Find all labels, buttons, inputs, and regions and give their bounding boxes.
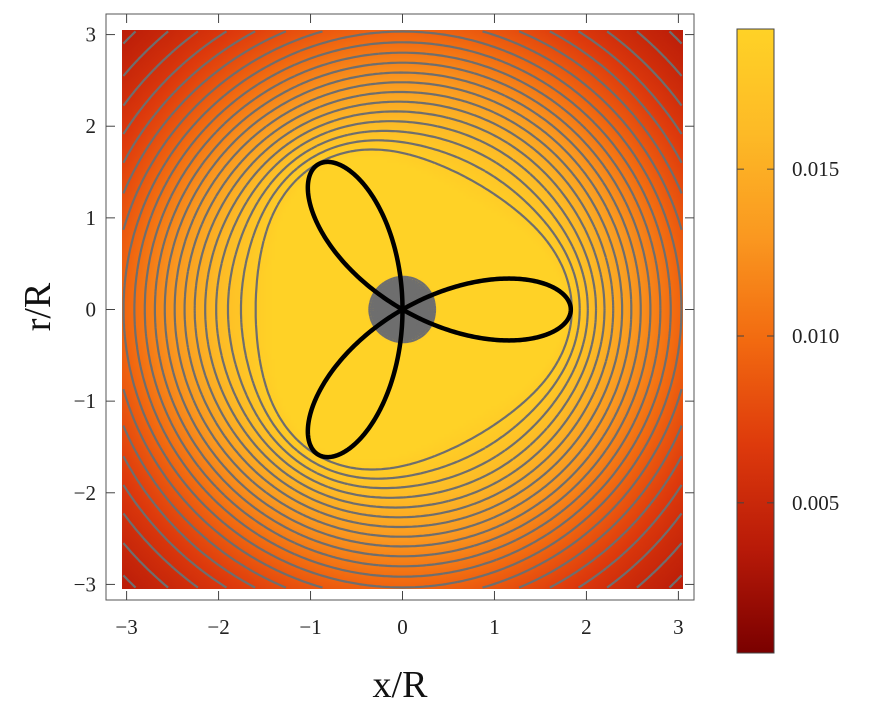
x-tick-label: 1 [489, 615, 500, 639]
colorbar: 0.005 0.010 0.015 [736, 28, 839, 654]
contour-line-21 [226, 129, 589, 490]
y-tick-label: 1 [86, 206, 97, 230]
contour-lines [122, 30, 683, 589]
x-tick-label: 3 [673, 615, 684, 639]
contour-line-11 [122, 30, 683, 589]
rose-curve [305, 159, 574, 460]
contour-line-9 [122, 30, 683, 589]
contour-line-22 [239, 139, 581, 480]
plot-frame [105, 13, 695, 601]
y-tick-label: 3 [86, 23, 97, 47]
y-tick-label: −3 [74, 572, 96, 596]
y-axis-ticks: −3 −2 −1 0 1 2 3 [74, 23, 694, 596]
colorbar-ticks: 0.005 0.010 0.015 [737, 157, 839, 515]
y-axis-title: r/R [17, 282, 59, 331]
y-tick-label: 2 [86, 114, 97, 138]
y-tick-label: 0 [86, 298, 97, 322]
contour-line-18 [193, 100, 615, 519]
contour-line-10 [122, 30, 683, 589]
x-tick-label: −3 [115, 615, 137, 639]
x-tick-label: 2 [581, 615, 592, 639]
y-tick-label: −2 [74, 481, 96, 505]
contour-line-14 [153, 61, 652, 558]
contour-line-8 [122, 30, 683, 589]
plot-area [122, 30, 683, 589]
x-tick-label: −1 [299, 615, 321, 639]
y-tick-label: −1 [74, 389, 96, 413]
contour-line-17 [183, 90, 624, 529]
x-tick-label: 0 [397, 615, 408, 639]
contour-line-12 [133, 41, 672, 578]
x-axis-ticks: −3 −2 −1 0 1 2 3 [115, 14, 684, 639]
colorbar-tick-label: 0.010 [792, 324, 839, 348]
x-tick-label: −2 [207, 615, 229, 639]
contour-line-13 [143, 51, 662, 568]
colorbar-tick-label: 0.005 [792, 491, 839, 515]
contour-line-20 [215, 120, 598, 499]
x-axis-title: x/R [373, 664, 429, 706]
contour-line-19 [204, 110, 606, 509]
colorbar-tick-label: 0.015 [792, 157, 839, 181]
colorbar-gradient [736, 28, 775, 654]
